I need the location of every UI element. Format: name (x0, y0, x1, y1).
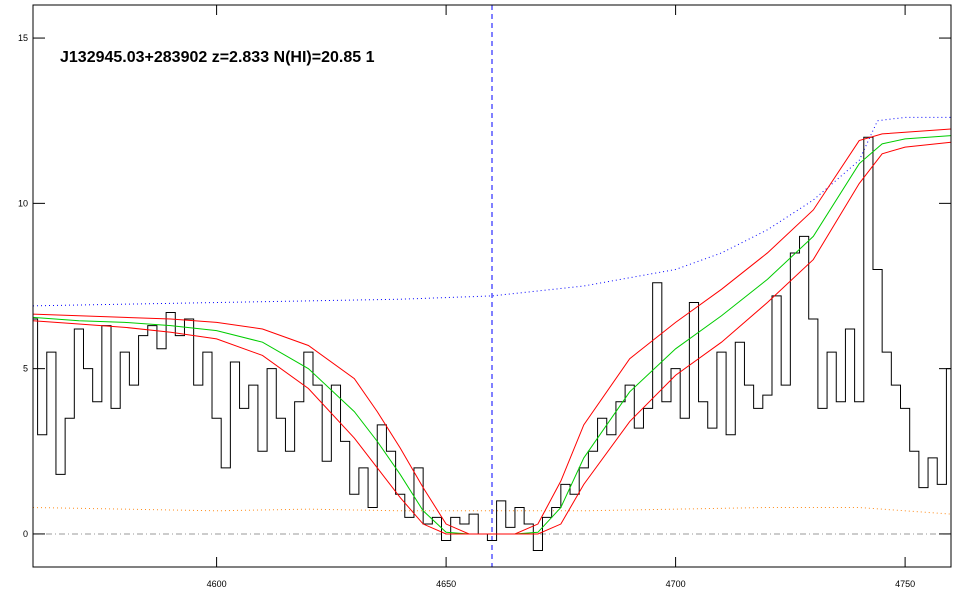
plot-frame (32, 4, 952, 568)
y-tick-label: 10 (18, 198, 28, 208)
x-tick-label: 4700 (666, 579, 686, 589)
chart-title: J132945.03+283902 z=2.833 N(HI)=20.85 1 (60, 49, 375, 66)
spectrum-line (33, 136, 951, 551)
spectrum-line (32, 116, 951, 307)
y-tick-label: 0 (23, 529, 28, 539)
spectrum-line (32, 141, 952, 535)
y-tick-label: 15 (18, 33, 28, 43)
y-tick-label: 5 (23, 364, 28, 374)
x-tick-label: 4650 (436, 579, 456, 589)
x-tick-label: 4600 (207, 579, 227, 589)
x-tick-label: 4750 (895, 579, 915, 589)
